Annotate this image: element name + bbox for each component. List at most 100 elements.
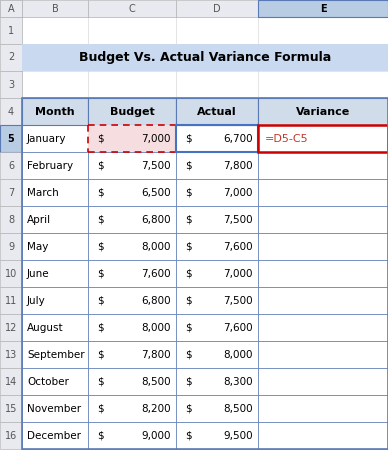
- Text: $: $: [97, 431, 104, 441]
- Text: $: $: [97, 134, 104, 143]
- Bar: [0, 233, 22, 260]
- Text: E: E: [320, 4, 326, 13]
- Text: D: D: [213, 4, 221, 13]
- Text: October: October: [27, 377, 69, 386]
- Bar: [258, 98, 388, 125]
- Text: $: $: [97, 403, 104, 414]
- Bar: [88, 395, 176, 422]
- Bar: [0, 71, 22, 98]
- Bar: [176, 287, 258, 314]
- Bar: [22, 395, 88, 422]
- Bar: [0, 422, 22, 449]
- Text: $: $: [97, 134, 104, 143]
- Text: Actual: Actual: [197, 106, 237, 117]
- Bar: [22, 260, 88, 287]
- Bar: [258, 287, 388, 314]
- Text: 16: 16: [5, 431, 17, 441]
- Bar: [176, 206, 258, 233]
- Bar: [22, 368, 88, 395]
- Text: 3: 3: [8, 79, 14, 89]
- Bar: [176, 98, 258, 125]
- Text: 14: 14: [5, 377, 17, 386]
- Bar: [0, 179, 22, 206]
- Text: Budget: Budget: [110, 106, 154, 117]
- Text: C: C: [129, 4, 135, 13]
- Text: $: $: [185, 323, 192, 332]
- Text: $: $: [97, 296, 104, 306]
- Bar: [176, 422, 258, 449]
- Bar: [176, 0, 258, 17]
- Bar: [0, 341, 22, 368]
- Text: June: June: [27, 268, 50, 278]
- Text: 7,000: 7,000: [142, 134, 171, 143]
- Text: 2: 2: [8, 53, 14, 63]
- Text: 7,000: 7,000: [223, 268, 253, 278]
- Text: 12: 12: [5, 323, 17, 332]
- Text: $: $: [97, 268, 104, 278]
- Bar: [258, 368, 388, 395]
- Bar: [176, 341, 258, 368]
- Text: 9,500: 9,500: [223, 431, 253, 441]
- Bar: [88, 206, 176, 233]
- Text: =D5-C5: =D5-C5: [265, 134, 308, 143]
- Bar: [88, 287, 176, 314]
- Bar: [0, 0, 22, 17]
- Bar: [258, 395, 388, 422]
- Bar: [0, 395, 22, 422]
- Text: 7,600: 7,600: [223, 242, 253, 252]
- Text: 13: 13: [5, 349, 17, 360]
- Text: $: $: [97, 349, 104, 360]
- Bar: [88, 98, 176, 125]
- Text: 8,500: 8,500: [223, 403, 253, 414]
- Bar: [176, 260, 258, 287]
- Bar: [0, 0, 22, 17]
- Text: 9,000: 9,000: [142, 431, 171, 441]
- Bar: [22, 206, 88, 233]
- Text: November: November: [27, 403, 81, 414]
- Text: 7,500: 7,500: [141, 160, 171, 171]
- Text: $: $: [185, 188, 192, 197]
- Text: 8,000: 8,000: [142, 323, 171, 332]
- Bar: [258, 152, 388, 179]
- Bar: [22, 422, 88, 449]
- Bar: [0, 125, 22, 152]
- Bar: [22, 125, 88, 152]
- Text: 6,500: 6,500: [141, 188, 171, 197]
- Bar: [258, 314, 388, 341]
- Bar: [22, 98, 388, 449]
- Bar: [22, 314, 88, 341]
- Text: 4: 4: [8, 106, 14, 117]
- Text: March: March: [27, 188, 59, 197]
- Bar: [88, 125, 176, 152]
- Bar: [0, 17, 22, 44]
- Bar: [176, 368, 258, 395]
- Bar: [88, 260, 176, 287]
- Bar: [0, 152, 22, 179]
- Text: $: $: [97, 188, 104, 197]
- Bar: [22, 152, 88, 179]
- Text: 6,700: 6,700: [223, 134, 253, 143]
- Bar: [22, 341, 88, 368]
- Text: 7,800: 7,800: [141, 349, 171, 360]
- Bar: [258, 422, 388, 449]
- Text: $: $: [185, 268, 192, 278]
- Text: 7,000: 7,000: [142, 134, 171, 143]
- Bar: [258, 341, 388, 368]
- Text: B: B: [52, 4, 58, 13]
- Text: $: $: [185, 134, 192, 143]
- Text: $: $: [185, 403, 192, 414]
- Text: 8,500: 8,500: [141, 377, 171, 386]
- Bar: [0, 206, 22, 233]
- Bar: [22, 179, 88, 206]
- Bar: [176, 395, 258, 422]
- Bar: [258, 125, 388, 152]
- Bar: [176, 233, 258, 260]
- Text: 8,000: 8,000: [142, 242, 171, 252]
- Text: 11: 11: [5, 296, 17, 306]
- Bar: [22, 287, 88, 314]
- Text: 7,000: 7,000: [223, 188, 253, 197]
- Bar: [0, 314, 22, 341]
- Bar: [88, 314, 176, 341]
- Text: 8: 8: [8, 214, 14, 225]
- Text: 9: 9: [8, 242, 14, 252]
